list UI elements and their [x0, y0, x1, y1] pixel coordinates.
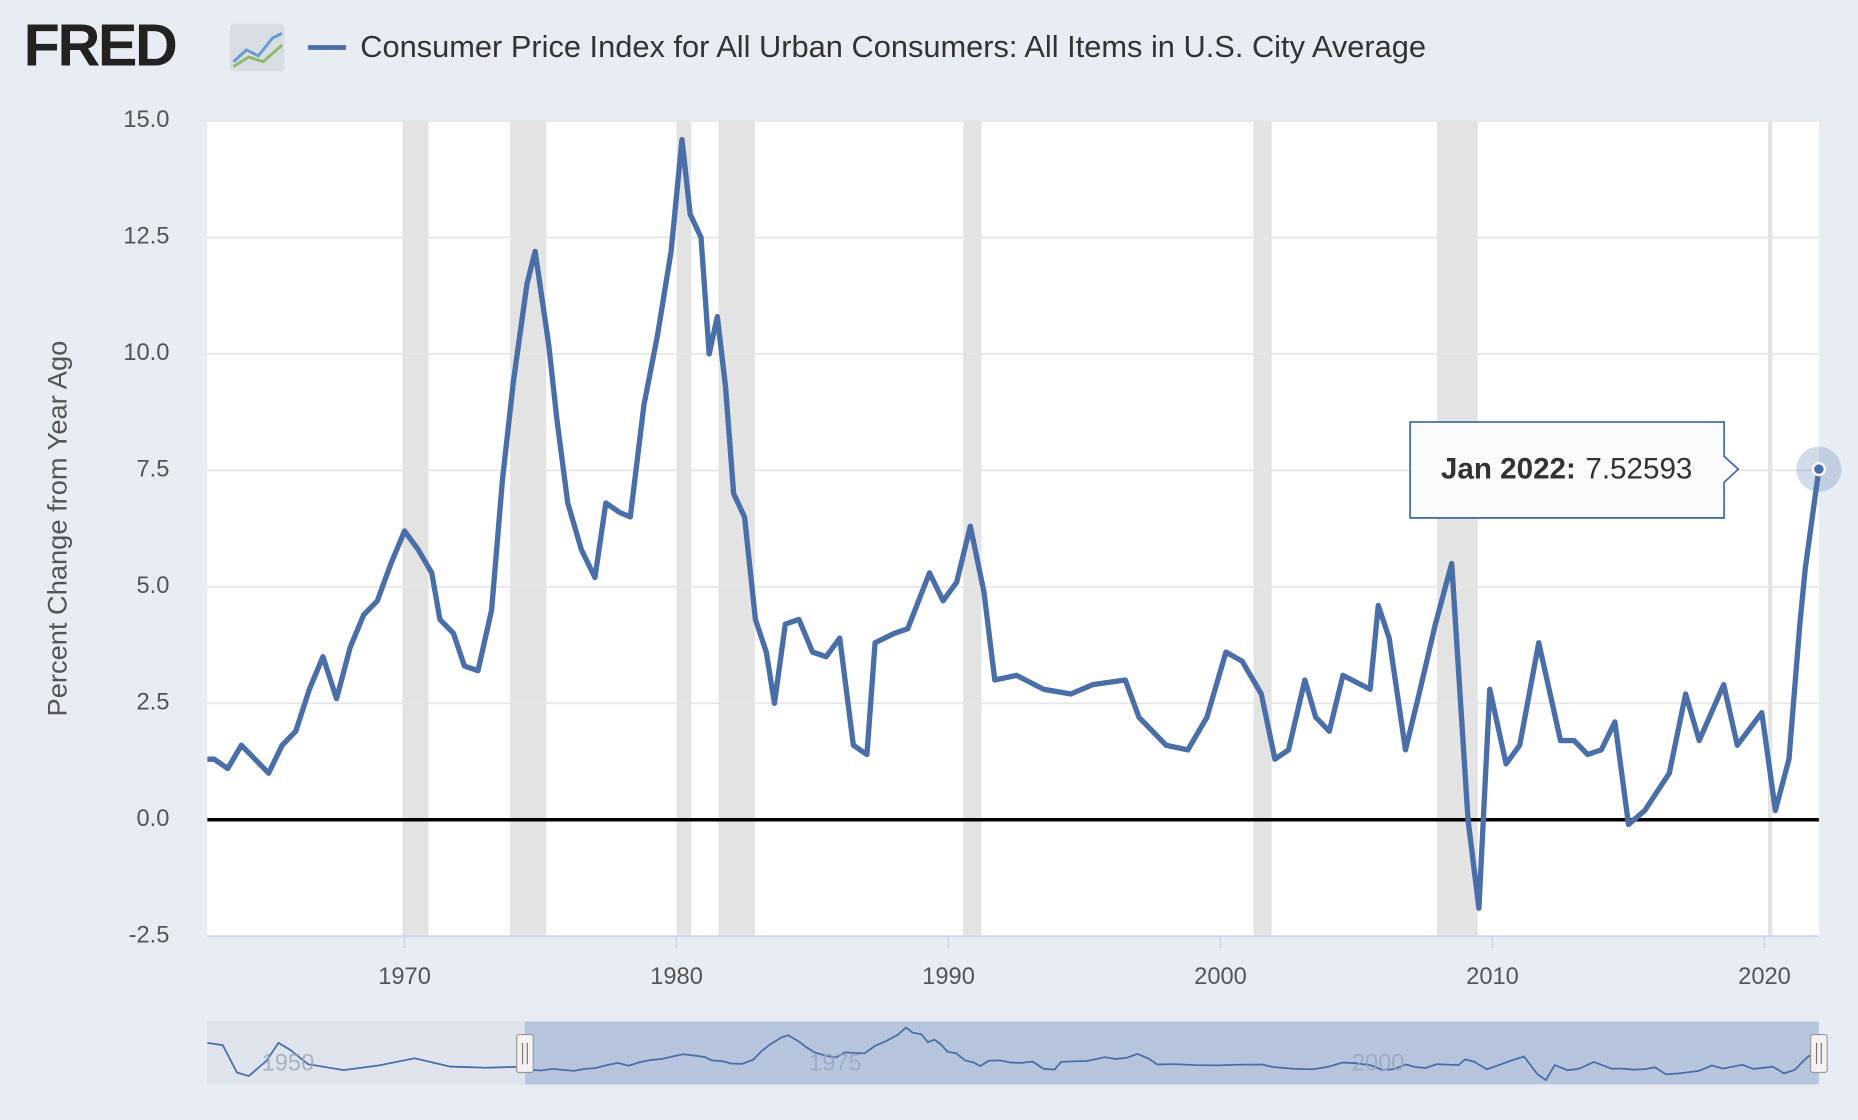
navigator: 1950 1975 2000 [207, 1021, 1828, 1085]
x-tick-label: 2000 [1194, 964, 1247, 990]
navigator-handle[interactable] [1810, 1033, 1828, 1074]
hover-point [1811, 462, 1827, 477]
navigator-series [524, 1026, 1820, 1082]
navigator-unselected [207, 1021, 525, 1085]
y-tick-label: 0.0 [137, 806, 170, 832]
recession-band [510, 120, 547, 937]
y-tick-label: 5.0 [137, 573, 170, 599]
y-tick-label: 10.0 [123, 340, 169, 366]
y-tick-label: -2.5 [129, 922, 170, 948]
y-axis-label: Percent Change from Year Ago [41, 341, 72, 717]
x-tick-label: 2010 [1466, 964, 1519, 990]
navigator-handle[interactable] [516, 1033, 534, 1074]
y-tick-label: 15.0 [123, 107, 169, 133]
recession-band [1253, 120, 1272, 937]
logo-icon [229, 23, 285, 72]
recession-band [718, 120, 755, 937]
tooltip: Jan 2022: 7.52593 [1409, 421, 1842, 519]
series-layer [207, 136, 1822, 911]
recession-band [676, 120, 692, 937]
series-line [207, 136, 1822, 911]
navigator-history [207, 1041, 525, 1078]
navigator-label: 1975 [809, 1050, 862, 1076]
recession-band [1437, 120, 1478, 937]
y-tick-label: 2.5 [137, 690, 170, 716]
x-tick-label: 1980 [650, 964, 703, 990]
tooltip-box [1409, 421, 1740, 519]
grid-layer [207, 120, 1819, 949]
x-tick-label: 2020 [1738, 964, 1791, 990]
tooltip-value: 7.52593 [1585, 452, 1692, 485]
tooltip-date: Jan 2022: [1441, 452, 1576, 485]
x-tick-label: 1990 [922, 964, 975, 990]
plot-area [207, 120, 1819, 937]
y-tick-label: 7.5 [137, 457, 170, 483]
recession-band [402, 120, 429, 937]
navigator-label: 1950 [262, 1050, 315, 1076]
x-tick-label: 1970 [378, 964, 431, 990]
legend-label: Consumer Price Index for All Urban Consu… [360, 29, 1426, 64]
tooltip-text: Jan 2022: 7.52593 [1441, 452, 1692, 485]
logo: FRED [24, 12, 176, 79]
recession-band [1768, 120, 1773, 937]
y-tick-label: 12.5 [123, 224, 169, 250]
navigator-label: 2000 [1352, 1050, 1405, 1076]
